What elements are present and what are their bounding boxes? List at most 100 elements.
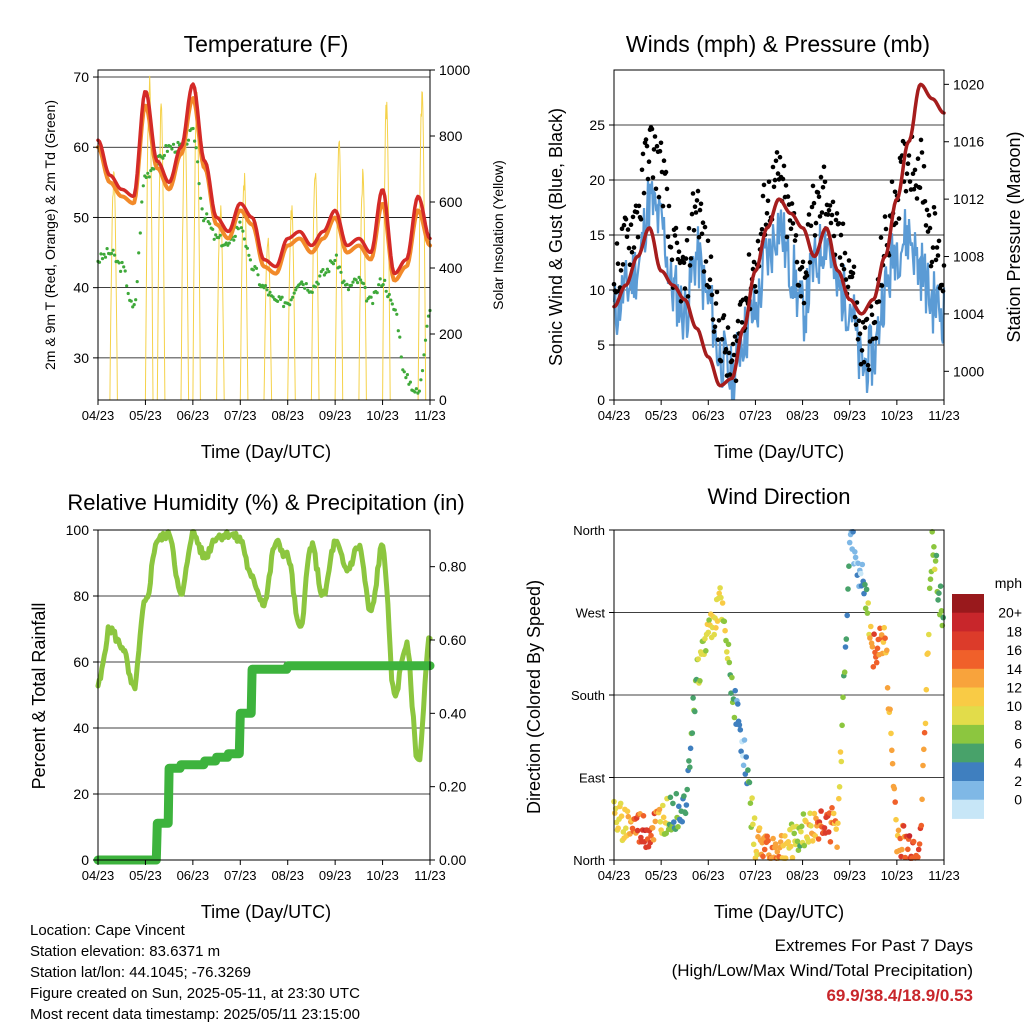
gust-point: [851, 264, 857, 270]
gust-point: [641, 190, 647, 196]
dewpoint-point: [313, 285, 317, 289]
gust-point: [872, 319, 878, 325]
direction-point: [920, 762, 926, 769]
direction-point: [711, 631, 717, 638]
gust-point: [654, 143, 660, 149]
dewpoint-point: [194, 146, 198, 150]
dewpoint-point: [331, 262, 335, 266]
gust-point: [816, 194, 822, 200]
dewpoint-point: [292, 291, 296, 295]
dewpoint-point: [147, 175, 151, 179]
dewpoint-point: [384, 289, 388, 293]
direction-point: [931, 566, 938, 573]
temperature-xtick-label: 07/23: [224, 408, 257, 423]
direction-point: [841, 669, 848, 675]
direction-point: [782, 833, 788, 839]
direction-point: [935, 597, 941, 603]
direction-point: [836, 795, 842, 802]
direction-point: [625, 813, 632, 820]
gust-point: [700, 220, 706, 225]
dewpoint-point: [197, 182, 201, 186]
gust-point: [676, 249, 682, 254]
gust-point: [708, 254, 714, 259]
direction-ytick-label: North: [573, 523, 605, 538]
direction-point: [925, 650, 931, 656]
gust-point: [919, 150, 925, 155]
dewpoint-point: [171, 142, 176, 146]
direction-point: [736, 722, 743, 728]
direction-ytick-label: South: [571, 688, 605, 703]
temperature-xtick-label: 05/23: [129, 408, 162, 423]
gust-point: [634, 210, 640, 215]
dewpoint-point: [404, 376, 408, 380]
gust-point: [926, 213, 932, 218]
winds-y2tick-label: 1008: [953, 249, 984, 265]
gust-point: [663, 169, 669, 175]
gust-point: [828, 220, 834, 226]
gust-point: [818, 174, 824, 180]
humidity-ytick-label: 40: [73, 720, 89, 736]
gust-point: [772, 177, 778, 183]
gust-point: [652, 134, 658, 139]
gust-point: [883, 226, 889, 232]
gust-point: [653, 186, 659, 192]
gust-point: [912, 167, 918, 173]
dewpoint-point: [125, 284, 129, 288]
gust-point: [932, 211, 938, 216]
direction-point: [871, 631, 877, 637]
gust-point: [839, 262, 845, 268]
gust-point: [788, 226, 794, 232]
dewpoint-point: [324, 271, 328, 275]
gust-point: [701, 269, 707, 274]
direction-point: [728, 690, 734, 696]
direction-point: [827, 839, 834, 845]
gust-point: [819, 210, 825, 215]
dewpoint-point: [303, 286, 307, 290]
gust-point: [649, 126, 655, 132]
dewpoint-point: [152, 167, 156, 171]
gust-point: [693, 210, 699, 215]
direction-xtick-label: 08/23: [786, 868, 819, 883]
humidity-ylabel-left: Percent & Total Rainfall: [29, 603, 49, 790]
gust-point: [800, 259, 806, 265]
direction-point: [815, 836, 822, 842]
gust-point: [841, 266, 847, 272]
direction-point: [910, 838, 917, 845]
direction-point: [881, 624, 887, 631]
gust-point: [815, 190, 821, 195]
direction-xtick-label: 07/23: [739, 868, 772, 883]
direction-point: [742, 771, 749, 777]
direction-xlabel: Time (Day/UTC): [714, 902, 844, 922]
humidity-y2tick-label: 0.40: [439, 705, 466, 721]
direction-point: [830, 810, 837, 817]
direction-point: [759, 839, 765, 846]
direction-point: [864, 610, 871, 616]
direction-point: [882, 635, 888, 641]
temperature-y2tick-label: 400: [439, 260, 463, 276]
dewpoint-point: [389, 298, 393, 302]
direction-point: [852, 549, 858, 555]
direction-point: [689, 730, 696, 736]
direction-point: [612, 810, 618, 816]
dewpoint-point: [408, 380, 412, 384]
direction-point: [751, 815, 758, 821]
direction-point: [837, 749, 844, 755]
dewpoint-point: [356, 281, 360, 285]
gust-point: [771, 184, 777, 190]
dewpoint-point: [193, 139, 197, 143]
direction-panel: Wind Direction NorthEastSouthWestNorth04…: [524, 484, 1022, 922]
dewpoint-point: [211, 227, 215, 231]
direction-point: [772, 841, 779, 847]
colorbar-label: 0: [1014, 792, 1022, 808]
dewpoint-point: [365, 299, 369, 303]
gust-point: [777, 154, 783, 160]
humidity-xlabel: Time (Day/UTC): [201, 902, 331, 922]
gust-point: [631, 245, 637, 250]
winds-title: Winds (mph) & Pressure (mb): [626, 31, 930, 57]
gust-point: [801, 300, 807, 306]
gust-point: [726, 350, 732, 356]
winds-y2tick-label: 1012: [953, 191, 984, 207]
dewpoint-point: [349, 283, 354, 287]
colorbar-swatch: [952, 668, 984, 688]
gust-point: [739, 320, 745, 325]
